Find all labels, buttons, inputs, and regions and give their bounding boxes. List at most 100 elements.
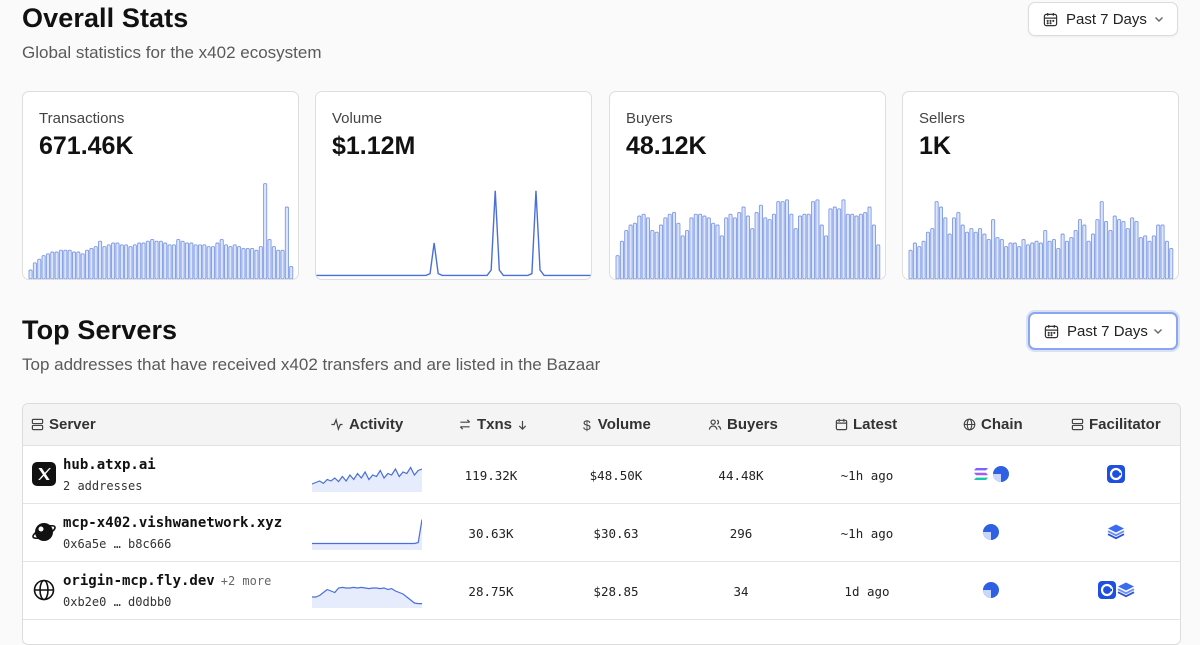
chart-bar (1069, 237, 1074, 279)
chart-bar (784, 199, 790, 279)
chart-bar (698, 213, 703, 279)
chart-bar (921, 240, 926, 279)
sparkline-area (312, 519, 422, 550)
users-icon (708, 419, 722, 430)
chart-bar (854, 215, 859, 279)
server-icon (1071, 418, 1084, 431)
chart-bar (1138, 237, 1143, 279)
base-icon (983, 524, 999, 540)
chart-bar (93, 246, 98, 279)
chart-bar (728, 213, 733, 279)
chart-bar (645, 217, 650, 279)
chart-bar (912, 242, 917, 279)
chart-bar (676, 222, 681, 279)
globe-logo-icon (33, 579, 55, 601)
chart-bar (806, 213, 811, 279)
chart-bar (163, 242, 168, 279)
server-name[interactable]: origin-mcp.fly.dev +2 more (63, 573, 272, 589)
sparkline-line (312, 519, 422, 545)
table-row[interactable]: mcp-x402.vishwanetwork.xyz 0x6a5e … b8c6… (23, 504, 1180, 562)
chart-bar (219, 238, 224, 279)
buyers-value: 44.48K (718, 468, 764, 483)
chart-bar (1060, 233, 1065, 279)
buyers-value: 34 (733, 584, 749, 599)
chart-bar (1130, 217, 1135, 279)
column-activity[interactable]: Activity (330, 404, 403, 445)
chart-bar (63, 249, 68, 279)
volume-chart (316, 190, 591, 277)
column-latest[interactable]: Latest (835, 404, 897, 445)
chart-bar (245, 247, 250, 279)
base-icon (993, 466, 1009, 482)
table-row[interactable] (23, 620, 1180, 644)
chart-bar (767, 219, 772, 279)
chart-bar (991, 219, 996, 279)
chart-bar (176, 238, 181, 279)
chart-bar (654, 231, 659, 279)
activity-sparkline (312, 519, 422, 550)
buyers-chart (615, 199, 881, 279)
table-row[interactable]: hub.atxp.ai 2 addresses 119.32K $48.50K … (23, 446, 1180, 504)
server-address: 0xb2e0 … d0dbb0 (63, 595, 172, 609)
sparkline-line (312, 586, 422, 605)
chart-bar (667, 213, 672, 279)
chart-bar (1121, 220, 1126, 279)
calendar-icon (1043, 12, 1058, 26)
chart-bar (719, 235, 724, 279)
column-server[interactable]: Server (31, 404, 96, 445)
vishwa-logo-icon (32, 523, 56, 541)
column-txns[interactable]: Txns (458, 404, 533, 445)
chart-bar (1134, 220, 1139, 279)
table-row[interactable]: origin-mcp.fly.dev +2 more 0xb2e0 … d0dbb… (23, 562, 1180, 620)
server-name[interactable]: hub.atxp.ai (63, 457, 156, 473)
top-servers-subtitle: Top addresses that have received x402 tr… (22, 355, 601, 374)
layers-icon (1107, 524, 1125, 540)
coinbase-icon (1098, 581, 1116, 599)
column-buyers[interactable]: Buyers (708, 404, 778, 445)
chart-bar (824, 235, 829, 279)
chart-bar (137, 242, 142, 279)
chart-bar (754, 211, 759, 279)
chart-bar (685, 229, 690, 279)
chart-bar (111, 242, 116, 279)
chart-line (316, 190, 591, 277)
more-addresses-link[interactable]: +2 more (220, 574, 272, 588)
chart-bar (145, 240, 150, 279)
chart-bar (197, 244, 203, 279)
chart-bar (776, 201, 781, 279)
stat-value: 1K (919, 132, 951, 160)
chart-bar (793, 228, 798, 279)
chart-bar (1064, 240, 1069, 279)
chart-bar (908, 249, 913, 279)
sort-desc-icon (518, 420, 527, 430)
sellers-chart (908, 201, 1174, 279)
chart-bar (1043, 229, 1048, 279)
chart-bar (54, 251, 59, 279)
chart-bar (943, 217, 948, 279)
chart-bar (50, 251, 55, 279)
chart-bar (202, 244, 207, 279)
chart-bar (1086, 240, 1091, 279)
column-volume[interactable]: $ Volume (583, 416, 651, 433)
column-chain[interactable]: Chain (963, 404, 1023, 445)
chart-bar (276, 249, 281, 279)
server-name[interactable]: mcp-x402.vishwanetwork.xyz (63, 515, 283, 531)
overall-range-select[interactable]: Past 7 Days (1028, 2, 1178, 36)
column-facilitator[interactable]: Facilitator (1071, 404, 1161, 445)
chart-bar (98, 240, 103, 279)
activity-sparkline (312, 586, 422, 608)
layers-icon (1117, 582, 1135, 598)
chart-bar (1112, 215, 1117, 279)
latest-value: ~1h ago (840, 526, 894, 541)
chart-bar (1051, 238, 1056, 279)
chart-bar (1030, 242, 1035, 279)
stat-card-volume: Volume $1.12M (315, 91, 592, 280)
overall-stats-title: Overall Stats (22, 3, 189, 33)
activity-icon (331, 418, 343, 431)
chart-bar (938, 206, 943, 279)
chart-bar (250, 247, 255, 279)
chart-bar (837, 208, 842, 279)
servers-range-select[interactable]: Past 7 Days (1028, 312, 1178, 350)
chart-bar (969, 228, 974, 279)
dollar-icon: $ (583, 416, 591, 433)
